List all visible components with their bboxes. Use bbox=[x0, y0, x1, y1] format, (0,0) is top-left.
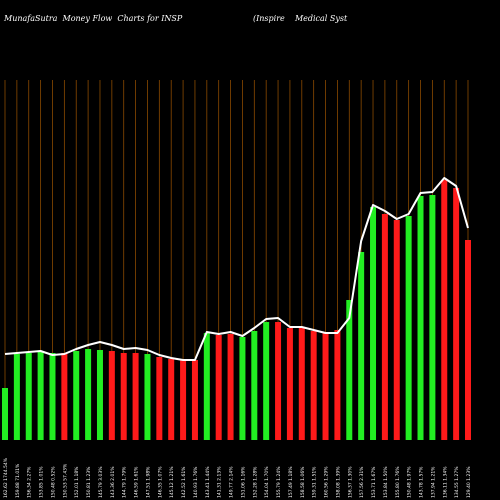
x-tick-label: 143.78 1.57% bbox=[419, 466, 425, 498]
x-tick-label: 143.36 2.01% bbox=[110, 466, 116, 498]
x-tick-label: 162.62 1744.54% bbox=[3, 457, 9, 498]
bar bbox=[37, 352, 44, 440]
x-tick-label: 137.94 1.21% bbox=[430, 466, 436, 498]
x-tick-label: 136.11 1.34% bbox=[442, 466, 448, 498]
x-tick-label: 150.53 57.43% bbox=[62, 463, 68, 498]
x-tick-label: 154.04 1.70% bbox=[264, 466, 270, 498]
x-tick-label: 147.51 1.98% bbox=[145, 466, 151, 498]
bar bbox=[251, 331, 258, 440]
x-tick-label: 153.71 1.67% bbox=[371, 466, 377, 498]
x-tick-label: 158.58 1.06% bbox=[300, 466, 306, 498]
x-tick-label: 142.52 1.61% bbox=[181, 466, 187, 498]
bar bbox=[168, 359, 175, 440]
x-tick-label: 150.48 1.97% bbox=[407, 466, 413, 498]
x-tick-label: 152.01 1.18% bbox=[74, 466, 80, 498]
bar bbox=[13, 354, 20, 440]
bar bbox=[85, 349, 92, 440]
bar bbox=[465, 240, 471, 440]
x-tick-label: 156.37 1.30% bbox=[347, 466, 353, 498]
bar bbox=[298, 328, 305, 440]
bar bbox=[263, 322, 270, 440]
x-tick-label: 153.85 1.01% bbox=[39, 466, 45, 498]
x-tick-label: 160.56 1.29% bbox=[324, 466, 330, 498]
x-tick-label: 159.31 1.51% bbox=[312, 466, 318, 498]
x-tick-label: 157.49 1.18% bbox=[288, 466, 294, 498]
x-tick-label: 149.77 2.14% bbox=[229, 466, 235, 498]
bar bbox=[25, 353, 32, 440]
bar bbox=[239, 337, 246, 440]
bar bbox=[49, 353, 56, 440]
x-tick-label: 146.35 1.07% bbox=[157, 466, 163, 498]
x-tick-label: 143.41 1.44% bbox=[205, 466, 211, 498]
x-tick-label: 155.79 1.24% bbox=[276, 466, 282, 498]
bar bbox=[275, 322, 282, 440]
bar bbox=[417, 196, 424, 440]
bar bbox=[132, 353, 139, 440]
bar bbox=[334, 330, 341, 440]
bar bbox=[370, 207, 377, 440]
bar bbox=[191, 360, 198, 440]
money-flow-line bbox=[4, 177, 469, 361]
bar bbox=[381, 214, 388, 440]
bar bbox=[156, 357, 163, 440]
x-tick-label: 157.56 2.31% bbox=[359, 466, 365, 498]
bar bbox=[322, 332, 329, 440]
x-tick-label: 152.28 1.28% bbox=[252, 466, 258, 498]
x-tick-label: 155.80 1.76% bbox=[395, 466, 401, 498]
x-tick-label: 150.48 0.52% bbox=[50, 466, 56, 498]
bar bbox=[180, 360, 187, 440]
x-tick-label: 144.79 1.79% bbox=[122, 466, 128, 498]
chart-subtitle: (Inspire Medical Syst bbox=[253, 14, 348, 23]
bar bbox=[286, 328, 293, 440]
bar bbox=[61, 353, 68, 440]
bar bbox=[346, 300, 353, 440]
bar bbox=[441, 180, 448, 440]
x-tick-label: 141.31 2.13% bbox=[217, 466, 223, 498]
x-tick-label: 159.88 71.01% bbox=[15, 463, 21, 498]
bar bbox=[405, 216, 412, 440]
bar bbox=[393, 220, 400, 440]
bar bbox=[358, 252, 365, 440]
bar bbox=[429, 195, 436, 440]
bar bbox=[2, 388, 8, 440]
x-tick-label: 145.12 1.21% bbox=[169, 466, 175, 498]
bar bbox=[73, 351, 80, 440]
bar bbox=[108, 351, 115, 440]
x-tick-label: 153.84 1.50% bbox=[383, 466, 389, 498]
x-tick-label: 140.93 1.76% bbox=[193, 466, 199, 498]
bar bbox=[453, 188, 460, 440]
x-tick-label: 134.55 1.27% bbox=[454, 466, 460, 498]
x-tick-label: 151.06 1.16% bbox=[240, 466, 246, 498]
bar bbox=[96, 350, 103, 440]
x-tick-label: 145.79 3.03% bbox=[98, 466, 104, 498]
x-tick-label: 158.08 1.39% bbox=[335, 466, 341, 498]
bar bbox=[203, 333, 210, 440]
chart-title: MunafaSutra Money Flow Charts for INSP bbox=[4, 14, 183, 23]
x-tick-label: 129.40 1.23% bbox=[466, 466, 472, 498]
bar bbox=[310, 331, 317, 440]
x-tick-label: 146.59 1.61% bbox=[134, 466, 140, 498]
bar bbox=[215, 335, 222, 440]
bar bbox=[120, 353, 127, 440]
bar bbox=[227, 334, 234, 440]
x-tick-label: 156.34 2.27% bbox=[27, 466, 33, 498]
bar bbox=[144, 354, 151, 440]
x-tick-label: 150.81 1.23% bbox=[86, 466, 92, 498]
